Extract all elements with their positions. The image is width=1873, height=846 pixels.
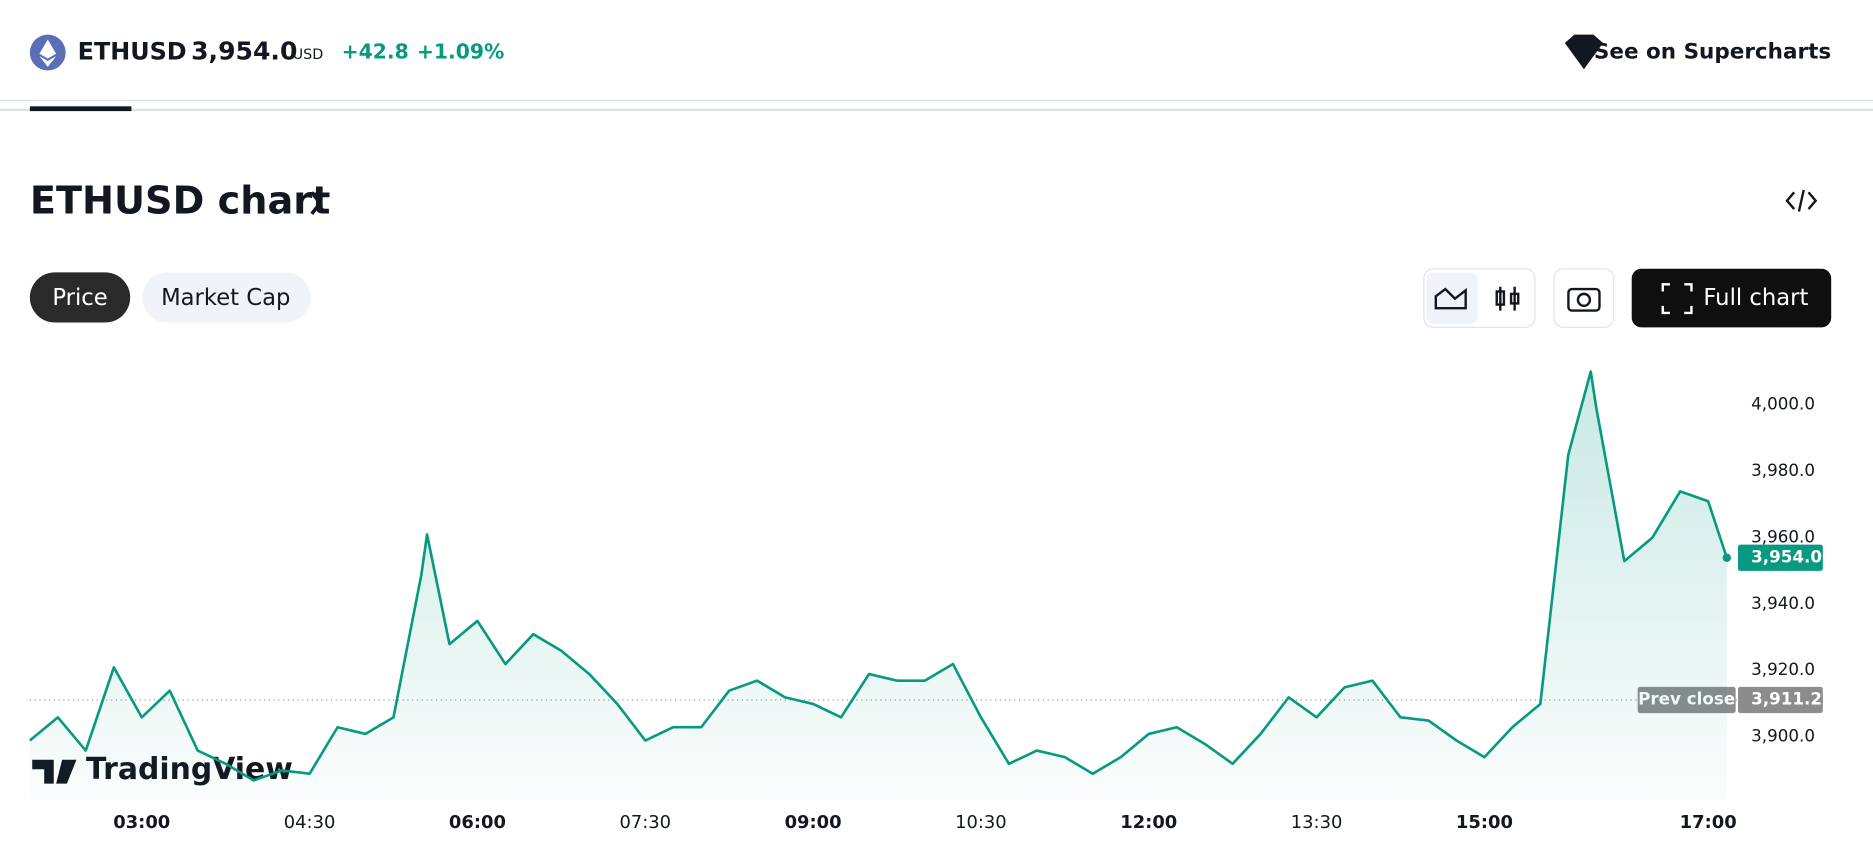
x-tick-label: 13:30 (1291, 812, 1343, 833)
line-style-button[interactable] (1426, 272, 1478, 324)
candle-style-icon (1495, 290, 1506, 306)
title-chevron (310, 191, 323, 215)
last-price-label: 3,954.0 (1751, 546, 1822, 566)
change-percent: +1.09% (417, 40, 504, 64)
supercharts-icon (1564, 34, 1604, 70)
y-tick-label: 3,920.0 (1751, 659, 1815, 679)
y-tick-label: 3,940.0 (1751, 593, 1815, 613)
full-chart-icon (1661, 283, 1693, 315)
eth-glyph (39, 39, 57, 67)
change: +42.8 (342, 40, 409, 64)
prev-close-label: 3,911.2 (1751, 688, 1822, 708)
x-tick-label: 04:30 (284, 812, 336, 833)
x-tick-label: 07:30 (619, 812, 671, 833)
candle-style-icon (1509, 292, 1520, 305)
x-tick-label: 12:00 (1120, 812, 1177, 833)
y-tick-label: 3,960.0 (1751, 526, 1815, 546)
x-tick-label: 09:00 (785, 812, 842, 833)
camera-icon (1576, 292, 1592, 308)
tab-price[interactable] (29, 272, 131, 323)
tab-label[interactable]: Market Cap (161, 285, 290, 311)
full-chart-label[interactable]: Full chart (1703, 285, 1808, 311)
tab-market-cap[interactable] (142, 272, 311, 323)
price-area (29, 371, 1727, 801)
full-chart-button[interactable] (1631, 268, 1832, 328)
x-tick-label: 06:00 (449, 812, 506, 833)
last-point (1722, 553, 1732, 562)
snapshot-button[interactable] (1553, 268, 1615, 328)
embed-button[interactable] (1785, 189, 1818, 212)
plot: 3,900.0 3,920.0 3,940.0 3,960.0 3,980.0 4,000… (29, 370, 1823, 833)
supercharts-link[interactable]: See on Supercharts (1564, 34, 1831, 70)
x-tick-label: 17:00 (1680, 812, 1737, 833)
tab-label[interactable]: Price (52, 285, 107, 311)
x-tick-label: 10:30 (955, 812, 1007, 833)
y-tick-label: 3,980.0 (1751, 460, 1815, 480)
prev-close-box (1738, 686, 1823, 714)
last-price-box (1738, 544, 1823, 571)
line-style-icon (1434, 287, 1467, 310)
symbol: ETHUSD (78, 38, 187, 66)
currency: USD (293, 47, 324, 63)
price-line (29, 370, 1729, 782)
x-tick-label: 15:00 (1456, 812, 1513, 833)
price: 3,954.0 (191, 37, 297, 66)
x-tick-label: 03:00 (113, 812, 170, 833)
active-tab-indicator (29, 106, 132, 112)
y-tick-label: 3,900.0 (1751, 726, 1815, 746)
supercharts-text[interactable]: See on Supercharts (1594, 40, 1831, 65)
chart-title[interactable]: ETHUSD chart (30, 180, 331, 224)
camera-icon (1567, 287, 1601, 312)
y-tick-label: 4,000.0 (1751, 393, 1815, 413)
